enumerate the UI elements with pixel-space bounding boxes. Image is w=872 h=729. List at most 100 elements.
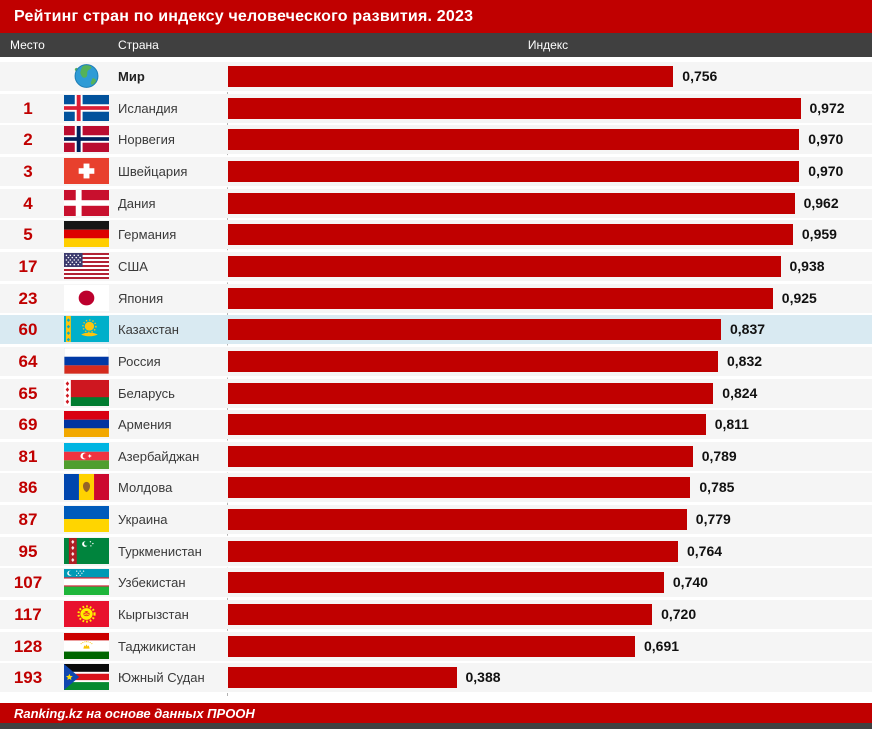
table-row: 5 Германия 0,959 bbox=[0, 220, 872, 249]
bar-cell: 0,764 bbox=[228, 537, 872, 566]
index-bar bbox=[228, 636, 635, 657]
table-row: Мир 0,756 bbox=[0, 62, 872, 91]
index-value-label: 0,824 bbox=[722, 385, 758, 401]
flag-icon-ss bbox=[64, 664, 109, 690]
rank-value: 193 bbox=[13, 668, 43, 687]
flag-icon-az bbox=[64, 443, 109, 469]
rank-value: 65 bbox=[18, 384, 38, 403]
index-bar bbox=[228, 193, 795, 214]
source-bar: Ranking.kz на основе данных ПРООН bbox=[0, 703, 872, 723]
bar-cell: 0,970 bbox=[228, 157, 872, 186]
rank-value: 117 bbox=[14, 605, 42, 624]
index-bar bbox=[228, 98, 801, 119]
flag-icon-am bbox=[64, 411, 109, 437]
index-value-label: 0,720 bbox=[661, 606, 697, 622]
column-header-rank: Место bbox=[10, 38, 45, 52]
country-name: Узбекистан bbox=[118, 575, 186, 590]
table-row: 128 Таджикистан 0,691 bbox=[0, 632, 872, 661]
index-bar bbox=[228, 446, 693, 467]
index-value-label: 0,938 bbox=[789, 258, 825, 274]
country-name: Казахстан bbox=[118, 322, 179, 337]
country-name: Исландия bbox=[118, 101, 178, 116]
flag-icon-kg bbox=[64, 601, 109, 627]
index-bar bbox=[228, 383, 714, 404]
rank-value: 128 bbox=[13, 637, 43, 656]
index-bar bbox=[228, 509, 687, 530]
index-value-label: 0,962 bbox=[803, 195, 839, 211]
country-name: Южный Судан bbox=[118, 670, 205, 685]
bar-cell: 0,972 bbox=[228, 94, 872, 123]
index-value-label: 0,779 bbox=[695, 511, 731, 527]
flag-icon-jp bbox=[64, 285, 109, 311]
index-bar bbox=[228, 224, 793, 245]
bar-cell: 0,962 bbox=[228, 189, 872, 218]
index-bar bbox=[228, 256, 781, 277]
rank-value: 23 bbox=[18, 289, 38, 308]
column-header-bar: Место Страна Индекс bbox=[0, 33, 872, 57]
country-name: Молдова bbox=[118, 480, 173, 495]
index-bar bbox=[228, 351, 718, 372]
flag-icon-dk bbox=[64, 190, 109, 216]
flag-icon-by bbox=[64, 380, 109, 406]
index-bar bbox=[228, 414, 706, 435]
index-value-label: 0,740 bbox=[672, 574, 708, 590]
index-value-label: 0,970 bbox=[808, 163, 844, 179]
country-name: Мир bbox=[118, 69, 145, 84]
table-row: 69 Армения 0,811 bbox=[0, 410, 872, 439]
rank-value: 107 bbox=[13, 573, 43, 592]
rank-value: 2 bbox=[23, 130, 33, 149]
country-name: Беларусь bbox=[118, 386, 175, 401]
table-row: 193 Южный Судан 0,388 bbox=[0, 663, 872, 692]
flag-icon-kz bbox=[64, 316, 109, 342]
index-value-label: 0,925 bbox=[781, 290, 817, 306]
flag-icon-de bbox=[64, 221, 109, 247]
table-row: 64 Россия 0,832 bbox=[0, 347, 872, 376]
rank-value bbox=[0, 62, 56, 91]
index-bar bbox=[228, 288, 773, 309]
chart-rows: Мир 0,756 1 Исландия 0,972 2 Норвегия 0,970 3 Шве… bbox=[0, 62, 872, 696]
country-name: США bbox=[118, 259, 148, 274]
column-header-index: Индекс bbox=[527, 38, 569, 52]
country-name: Украина bbox=[118, 512, 168, 527]
bar-cell: 0,837 bbox=[228, 315, 872, 344]
country-name: Норвегия bbox=[118, 132, 175, 147]
table-row: 60 Казахстан 0,837 bbox=[0, 315, 872, 344]
table-row: 17 США 0,938 bbox=[0, 252, 872, 281]
title-bar: Рейтинг стран по индексу человеческого р… bbox=[0, 0, 872, 33]
country-name: Россия bbox=[118, 354, 161, 369]
country-name: Япония bbox=[118, 291, 164, 306]
index-bar bbox=[228, 319, 721, 340]
table-row: 3 Швейцария 0,970 bbox=[0, 157, 872, 186]
rank-value: 86 bbox=[18, 478, 38, 497]
table-row: 65 Беларусь 0,824 bbox=[0, 379, 872, 408]
index-bar bbox=[228, 604, 653, 625]
bar-cell: 0,925 bbox=[228, 284, 872, 313]
bar-cell: 0,970 bbox=[228, 125, 872, 154]
bar-cell: 0,756 bbox=[228, 62, 872, 91]
table-row: 2 Норвегия 0,970 bbox=[0, 125, 872, 154]
column-header-country: Страна bbox=[118, 38, 159, 52]
bar-cell: 0,720 bbox=[228, 600, 872, 629]
index-value-label: 0,785 bbox=[699, 479, 735, 495]
index-bar bbox=[228, 66, 674, 87]
country-name: Таджикистан bbox=[118, 639, 196, 654]
flag-icon-is bbox=[64, 95, 109, 121]
table-row: 87 Украина 0,779 bbox=[0, 505, 872, 534]
country-name: Германия bbox=[118, 227, 177, 242]
bar-cell: 0,785 bbox=[228, 473, 872, 502]
rank-value: 95 bbox=[18, 542, 38, 561]
rank-value: 81 bbox=[18, 447, 38, 466]
country-name: Туркменистан bbox=[118, 544, 202, 559]
country-name: Швейцария bbox=[118, 164, 188, 179]
index-value-label: 0,691 bbox=[644, 638, 680, 654]
rank-value: 3 bbox=[23, 162, 33, 181]
bar-cell: 0,938 bbox=[228, 252, 872, 281]
bar-cell: 0,789 bbox=[228, 442, 872, 471]
rank-value: 87 bbox=[18, 510, 38, 529]
flag-icon-tm bbox=[64, 538, 109, 564]
bar-cell: 0,824 bbox=[228, 379, 872, 408]
flag-icon-ua bbox=[64, 506, 109, 532]
table-row: 117 Кыргызстан 0,720 bbox=[0, 600, 872, 629]
index-value-label: 0,972 bbox=[809, 100, 845, 116]
